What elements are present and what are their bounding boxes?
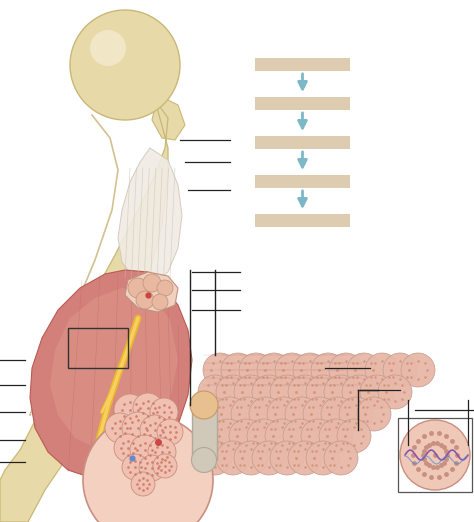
Bar [255, 175, 350, 188]
Circle shape [252, 441, 286, 475]
Circle shape [153, 454, 177, 478]
Polygon shape [152, 95, 185, 140]
Circle shape [306, 441, 340, 475]
Polygon shape [50, 288, 178, 450]
Circle shape [239, 353, 273, 387]
Circle shape [360, 375, 394, 409]
Circle shape [157, 280, 173, 296]
Circle shape [324, 375, 358, 409]
Bar [398, 418, 472, 492]
Circle shape [148, 438, 176, 466]
Circle shape [265, 419, 299, 453]
Circle shape [211, 419, 245, 453]
Bar [192, 405, 217, 460]
Polygon shape [30, 270, 192, 478]
Circle shape [400, 420, 470, 490]
Circle shape [234, 441, 268, 475]
Circle shape [311, 353, 345, 387]
Circle shape [198, 441, 232, 475]
Bar [255, 58, 350, 71]
Circle shape [152, 294, 168, 310]
Circle shape [157, 419, 183, 445]
Circle shape [321, 397, 355, 431]
Bar [255, 97, 350, 110]
Circle shape [293, 353, 327, 387]
Circle shape [249, 397, 283, 431]
Circle shape [270, 441, 304, 475]
Circle shape [329, 353, 363, 387]
Circle shape [136, 291, 154, 309]
Circle shape [198, 375, 232, 409]
Circle shape [229, 419, 263, 453]
Circle shape [139, 455, 165, 481]
Circle shape [122, 412, 154, 444]
Circle shape [216, 441, 250, 475]
Circle shape [257, 353, 291, 387]
Circle shape [191, 393, 217, 418]
Circle shape [267, 397, 301, 431]
Circle shape [213, 397, 247, 431]
Circle shape [221, 353, 255, 387]
Circle shape [288, 375, 322, 409]
Circle shape [347, 353, 381, 387]
Circle shape [342, 375, 376, 409]
Circle shape [131, 472, 155, 496]
Circle shape [339, 397, 373, 431]
Circle shape [378, 375, 412, 409]
Circle shape [150, 398, 178, 426]
Circle shape [337, 419, 371, 453]
Circle shape [140, 415, 170, 445]
Circle shape [234, 375, 268, 409]
Circle shape [90, 30, 126, 66]
Circle shape [319, 419, 353, 453]
Circle shape [105, 413, 135, 443]
Circle shape [275, 353, 309, 387]
Circle shape [365, 353, 399, 387]
Circle shape [401, 353, 435, 387]
Circle shape [301, 419, 335, 453]
Circle shape [193, 419, 227, 453]
Circle shape [247, 419, 281, 453]
Polygon shape [125, 272, 178, 312]
Circle shape [252, 375, 286, 409]
Circle shape [70, 10, 180, 120]
Circle shape [143, 274, 161, 292]
Circle shape [285, 397, 319, 431]
Circle shape [122, 454, 148, 480]
Circle shape [195, 397, 229, 431]
Circle shape [191, 447, 217, 472]
Bar [255, 136, 350, 149]
Polygon shape [118, 148, 182, 285]
Circle shape [114, 394, 146, 426]
Polygon shape [0, 100, 168, 522]
Circle shape [383, 353, 417, 387]
Circle shape [283, 419, 317, 453]
Bar [68, 328, 128, 368]
Circle shape [216, 375, 250, 409]
Circle shape [203, 353, 237, 387]
Circle shape [83, 415, 213, 522]
Circle shape [303, 397, 337, 431]
Circle shape [190, 391, 218, 419]
Circle shape [114, 434, 142, 462]
Circle shape [130, 435, 160, 465]
Bar [255, 214, 350, 227]
Circle shape [270, 375, 304, 409]
Circle shape [128, 278, 148, 298]
Circle shape [231, 397, 265, 431]
Circle shape [133, 393, 163, 423]
Circle shape [306, 375, 340, 409]
Circle shape [357, 397, 391, 431]
Circle shape [288, 441, 322, 475]
Circle shape [324, 441, 358, 475]
